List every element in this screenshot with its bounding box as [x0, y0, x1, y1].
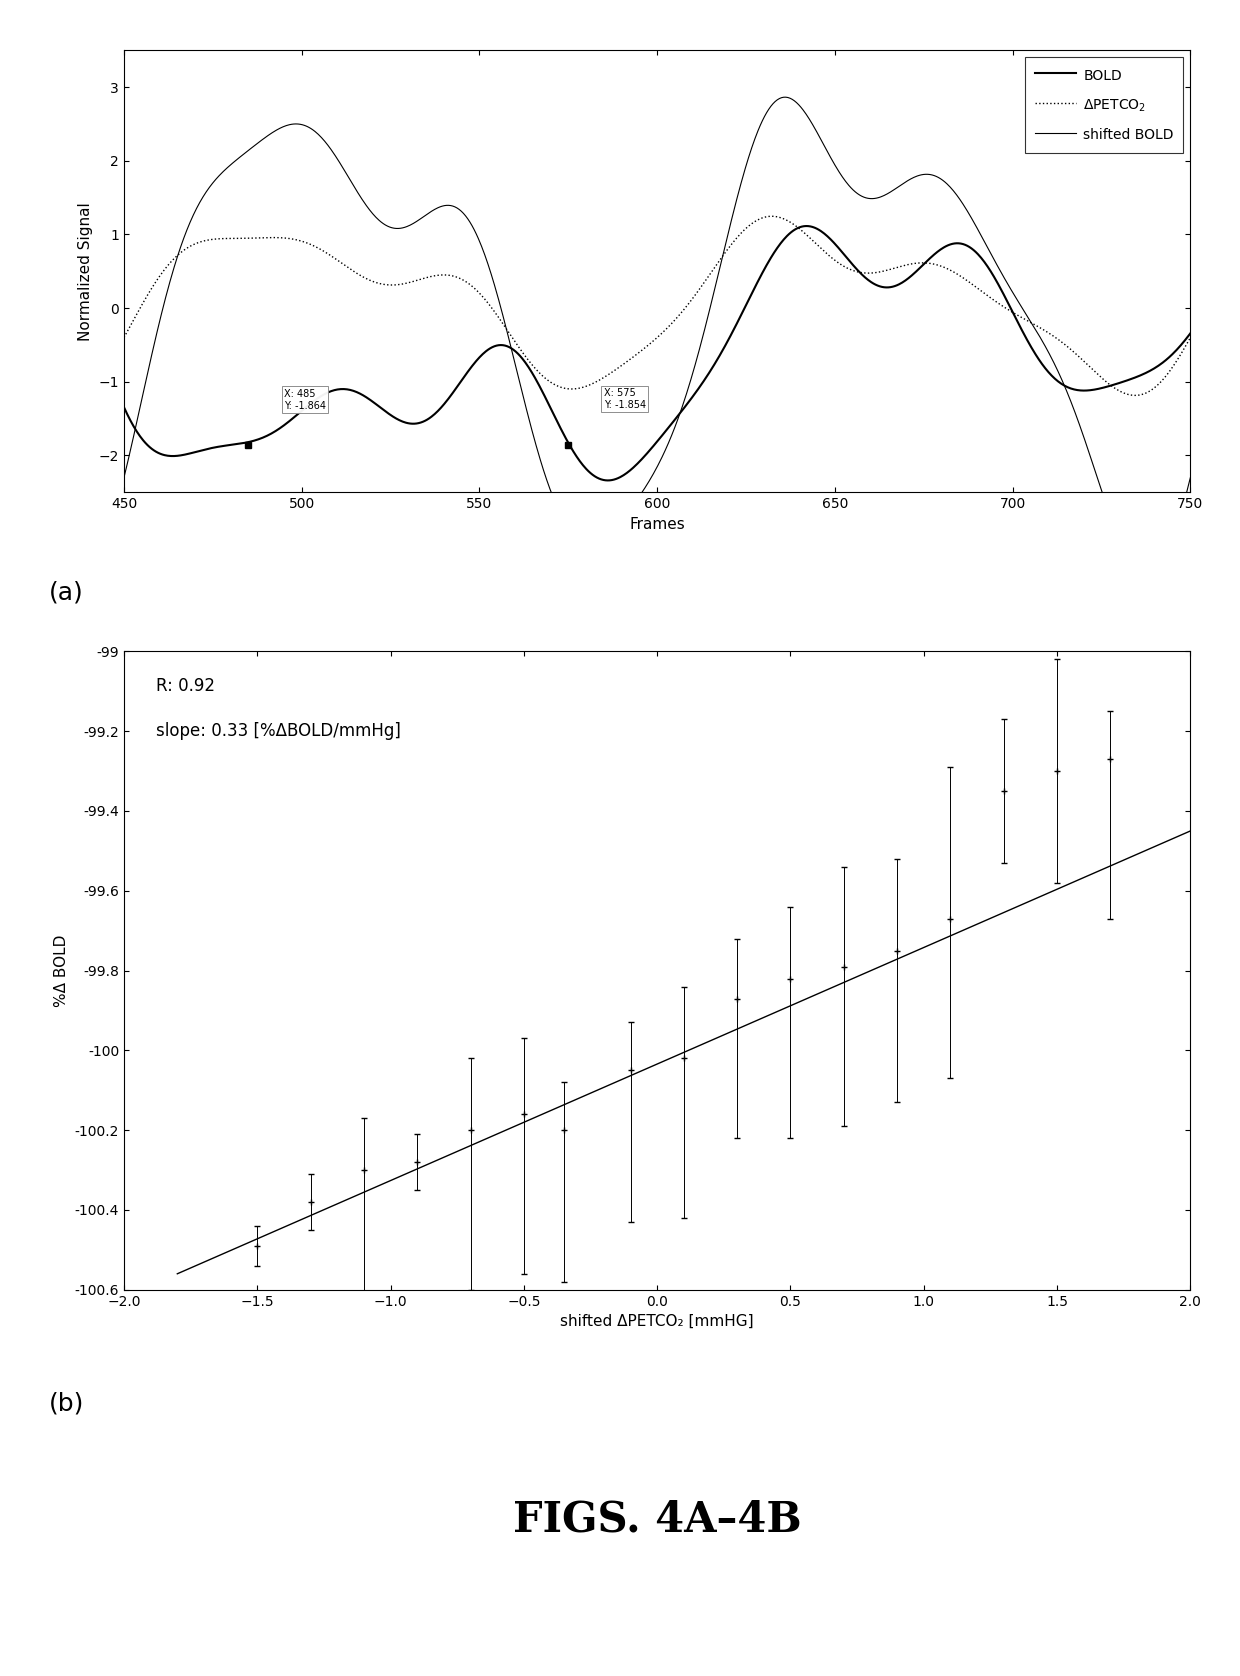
BOLD: [548, 407, 563, 427]
Legend: BOLD, $\Delta$PETCO$_2$, shifted BOLD: BOLD, $\Delta$PETCO$_2$, shifted BOLD: [1025, 57, 1183, 153]
Y-axis label: %Δ BOLD: %Δ BOLD: [55, 935, 69, 1007]
$\Delta$PETCO$_2$: [1183, 327, 1198, 347]
BOLD: [799, 216, 813, 236]
$\Delta$PETCO$_2$: [226, 228, 241, 248]
BOLD: [950, 233, 965, 253]
BOLD: [117, 397, 131, 417]
shifted BOLD: [849, 183, 864, 203]
shifted BOLD: [777, 87, 792, 107]
Text: X: 575
Y: -1.854: X: 575 Y: -1.854: [604, 389, 646, 411]
Text: (a): (a): [50, 580, 84, 605]
X-axis label: shifted ΔPETCO₂ [mmHG]: shifted ΔPETCO₂ [mmHG]: [560, 1314, 754, 1329]
Line: $\Delta$PETCO$_2$: $\Delta$PETCO$_2$: [124, 216, 1190, 396]
shifted BOLD: [117, 468, 131, 488]
Text: X: 485
Y: -1.864: X: 485 Y: -1.864: [284, 389, 326, 411]
shifted BOLD: [587, 530, 601, 550]
Y-axis label: Normalized Signal: Normalized Signal: [78, 201, 93, 340]
Line: BOLD: BOLD: [124, 226, 1190, 481]
Text: R: 0.92: R: 0.92: [156, 677, 215, 696]
$\Delta$PETCO$_2$: [949, 263, 963, 283]
BOLD: [851, 261, 866, 282]
BOLD: [226, 434, 241, 454]
$\Delta$PETCO$_2$: [765, 206, 780, 226]
X-axis label: Frames: Frames: [630, 516, 684, 531]
$\Delta$PETCO$_2$: [968, 277, 983, 297]
BOLD: [587, 466, 601, 486]
$\Delta$PETCO$_2$: [1127, 385, 1142, 406]
shifted BOLD: [1140, 566, 1154, 587]
Text: (b): (b): [50, 1391, 84, 1416]
$\Delta$PETCO$_2$: [117, 327, 131, 347]
Text: slope: 0.33 [%ΔBOLD/mmHg]: slope: 0.33 [%ΔBOLD/mmHg]: [156, 722, 401, 739]
BOLD: [1183, 323, 1198, 344]
shifted BOLD: [548, 493, 563, 513]
shifted BOLD: [968, 216, 983, 236]
BOLD: [970, 243, 985, 263]
shifted BOLD: [1183, 468, 1198, 488]
shifted BOLD: [949, 184, 963, 204]
$\Delta$PETCO$_2$: [849, 261, 864, 282]
Line: shifted BOLD: shifted BOLD: [124, 97, 1190, 577]
shifted BOLD: [226, 153, 241, 173]
Text: FIGS. 4A–4B: FIGS. 4A–4B: [513, 1498, 801, 1540]
$\Delta$PETCO$_2$: [548, 375, 563, 396]
BOLD: [600, 471, 615, 491]
$\Delta$PETCO$_2$: [587, 374, 601, 394]
